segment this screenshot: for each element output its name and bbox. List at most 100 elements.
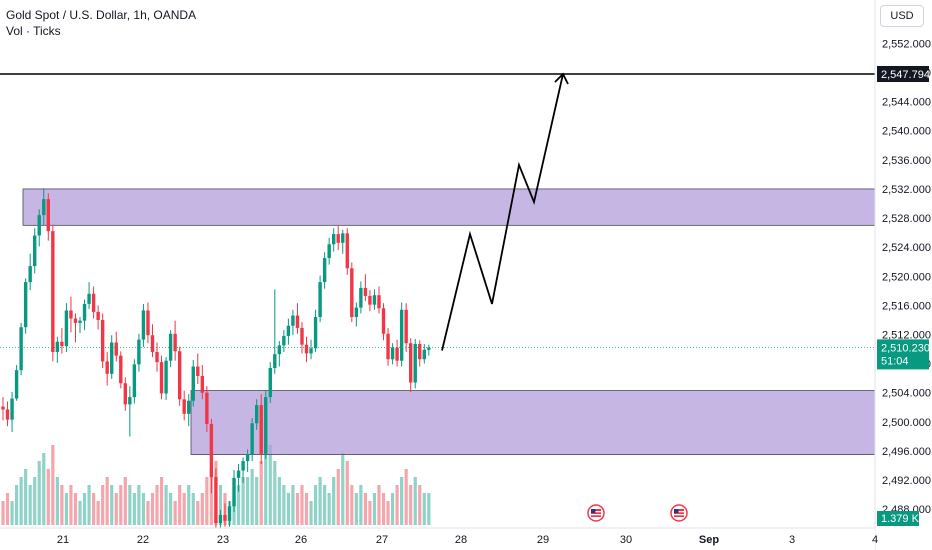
candle-body <box>51 231 55 352</box>
candle-body <box>236 470 241 478</box>
candle-body <box>399 309 404 361</box>
volume-bar <box>24 469 28 525</box>
candle-body <box>91 293 96 312</box>
candle-body <box>173 333 177 352</box>
volume-bar <box>37 461 41 525</box>
volume-bar <box>422 493 426 525</box>
candle-body <box>114 342 118 356</box>
candle-body <box>150 335 155 352</box>
candle-body <box>277 345 282 355</box>
volume-bar <box>1 501 5 525</box>
candle-body <box>164 360 168 394</box>
volume-bar <box>182 493 186 525</box>
candle-body <box>282 335 286 346</box>
us-flag-icon[interactable] <box>587 504 605 522</box>
candle-body <box>354 307 359 318</box>
x-tick-label: 30 <box>620 534 632 546</box>
symbol-title[interactable]: Gold Spot / U.S. Dollar, 1h, OANDA <box>6 8 197 22</box>
volume-bar <box>55 477 59 525</box>
currency-selector[interactable]: USD <box>880 5 924 27</box>
y-tick-label: 2,504.000 <box>882 388 931 400</box>
candle-body <box>78 320 82 323</box>
candlestick-series <box>1 188 431 537</box>
volume-bar <box>390 493 395 525</box>
volume-bar <box>264 453 268 525</box>
candle-body <box>155 351 159 363</box>
volume-bar <box>141 493 146 525</box>
candle-body <box>33 235 37 267</box>
volume-bar <box>14 485 19 525</box>
candle-body <box>141 310 146 340</box>
last-price-badge <box>877 339 929 370</box>
volume-bar <box>60 485 64 525</box>
candle-body <box>264 397 268 454</box>
candle-body <box>268 367 272 398</box>
volume-bar <box>73 493 78 525</box>
x-tick-label: 22 <box>137 534 149 546</box>
candle-body <box>177 351 182 400</box>
candle-body <box>368 295 372 305</box>
volume-bar <box>246 477 250 525</box>
volume-bar <box>323 485 327 525</box>
volume-bar <box>173 501 177 525</box>
target-price-label: 2,547.794 <box>881 69 930 81</box>
volume-bar <box>413 477 417 525</box>
y-tick-label: 2,540.000 <box>882 126 931 138</box>
volume-bar <box>51 445 55 525</box>
candle-body <box>19 327 23 371</box>
volume-indicator-label[interactable]: Vol · Ticks <box>6 24 61 38</box>
flag-stripe-white <box>591 514 601 516</box>
volume-bar <box>372 493 377 525</box>
candle-body <box>300 327 304 345</box>
y-tick-label: 2,512.000 <box>882 330 931 342</box>
volume-bar <box>336 469 340 525</box>
y-tick-label: 2,524.000 <box>882 242 931 254</box>
candle-body <box>291 315 295 326</box>
x-tick-label: 3 <box>789 534 795 546</box>
volume-bar <box>200 493 204 525</box>
candle-body <box>218 514 223 523</box>
flag-canton <box>674 509 679 513</box>
last-price-label: 2,510.230 <box>881 342 930 354</box>
flag-stripe-white <box>591 511 601 513</box>
y-tick-label: 2,536.000 <box>882 155 931 167</box>
candle-body <box>146 310 150 336</box>
candle-body <box>209 424 214 478</box>
volume-bar <box>69 485 73 525</box>
candle-body <box>119 355 123 384</box>
volume-bar <box>273 461 277 525</box>
volume-bar <box>354 493 358 525</box>
volume-bar <box>28 485 32 525</box>
volume-bar <box>363 493 367 525</box>
volume-bar <box>304 493 309 525</box>
candle-body <box>259 405 263 454</box>
candle-body <box>64 310 69 347</box>
event-markers[interactable] <box>587 504 688 522</box>
candle-body <box>14 370 19 399</box>
candle-body <box>322 258 327 283</box>
volume-bar <box>381 493 386 525</box>
flag-stripes <box>591 509 601 517</box>
candle-body <box>327 244 331 259</box>
volume-bar <box>327 493 331 525</box>
y-tick-label: 2,520.000 <box>882 271 931 283</box>
candle-body <box>254 405 259 424</box>
candle-body <box>205 392 209 425</box>
candle-body <box>73 318 78 323</box>
volume-badge <box>877 511 919 526</box>
candle-body <box>196 366 200 376</box>
us-flag-icon[interactable] <box>670 504 688 522</box>
y-tick-label: 2,496.000 <box>882 446 931 458</box>
x-tick-label: 27 <box>376 534 388 546</box>
volume-bar <box>268 445 272 525</box>
x-tick-label: Sep <box>699 534 719 546</box>
candle-body <box>110 342 114 374</box>
volume-bar <box>418 485 422 525</box>
candle-body <box>331 234 336 245</box>
candle-body <box>250 423 254 455</box>
volume-bar <box>350 485 354 525</box>
annotation-lines <box>0 72 875 351</box>
volume-bar <box>259 461 263 525</box>
volume-bar <box>78 501 82 525</box>
